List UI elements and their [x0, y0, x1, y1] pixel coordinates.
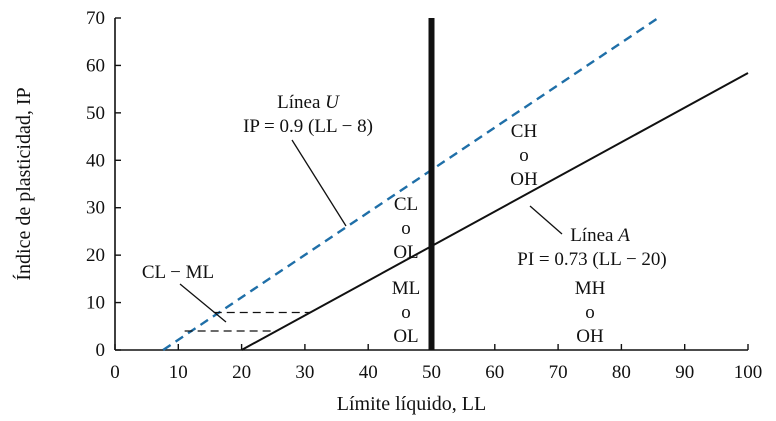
- x-tick-label: 90: [675, 362, 694, 383]
- region-ml-ol-label: o: [401, 302, 411, 323]
- line-u-series: [162, 17, 659, 351]
- region-ch-oh-label: CH: [511, 121, 538, 142]
- x-tick-label: 40: [359, 362, 378, 383]
- region-cl-ol-label: o: [401, 218, 411, 239]
- x-tick-label: 20: [232, 362, 251, 383]
- region-cl-ol-label: CL: [394, 194, 418, 215]
- y-tick-label: 70: [86, 8, 105, 29]
- region-mh-oh-label: OH: [576, 326, 604, 347]
- y-tick-label: 20: [86, 245, 105, 266]
- line-u-leader: [291, 139, 347, 227]
- line-a-equation: PI = 0.73 (LL − 20): [517, 249, 667, 270]
- line-a-title: Línea A: [570, 225, 630, 246]
- x-tick-label: 0: [110, 362, 120, 383]
- x-tick-label: 10: [169, 362, 188, 383]
- region-cl-ol-label: OL: [393, 242, 418, 263]
- x-tick-label: 100: [734, 362, 763, 383]
- x-tick-label: 80: [612, 362, 631, 383]
- x-tick-label: 70: [549, 362, 568, 383]
- region-mh-oh-label: o: [585, 302, 595, 323]
- region-ch-oh-label: o: [519, 145, 529, 166]
- y-tick-label: 30: [86, 198, 105, 219]
- annotation-layer: Línea U IP = 0.9 (LL − 8) Línea A PI = 0.73…: [142, 92, 667, 347]
- line-u-title: Línea U: [277, 92, 340, 113]
- line-a-series: [241, 72, 749, 351]
- region-ml-ol-label: ML: [392, 278, 421, 299]
- region-ml-ol-label: OL: [393, 326, 418, 347]
- y-tick-label: 0: [96, 340, 106, 361]
- x-axis-title: Límite líquido, LL: [337, 393, 486, 415]
- y-tick-label: 40: [86, 150, 105, 171]
- axes-layer: 0 10 20 30 40 50 60 70 80 90 100 0 10 20 30 40 50 60 70 Lím…: [12, 8, 762, 415]
- series-layer: [162, 17, 749, 351]
- y-tick-label: 50: [86, 103, 105, 124]
- x-tick-label: 50: [422, 362, 441, 383]
- region-mh-oh-label: MH: [575, 278, 606, 299]
- line-a-leader: [529, 205, 563, 235]
- y-tick-label: 60: [86, 55, 105, 76]
- y-axis-title: Índice de plasticidad, IP: [12, 87, 35, 280]
- line-u-equation: IP = 0.9 (LL − 8): [243, 116, 373, 137]
- y-tick-label: 10: [86, 293, 105, 314]
- cl-ml-label: CL − ML: [142, 262, 214, 283]
- region-ch-oh-label: OH: [510, 169, 538, 190]
- x-tick-label: 60: [485, 362, 504, 383]
- cl-ml-leader: [179, 283, 227, 323]
- x-tick-label: 30: [295, 362, 314, 383]
